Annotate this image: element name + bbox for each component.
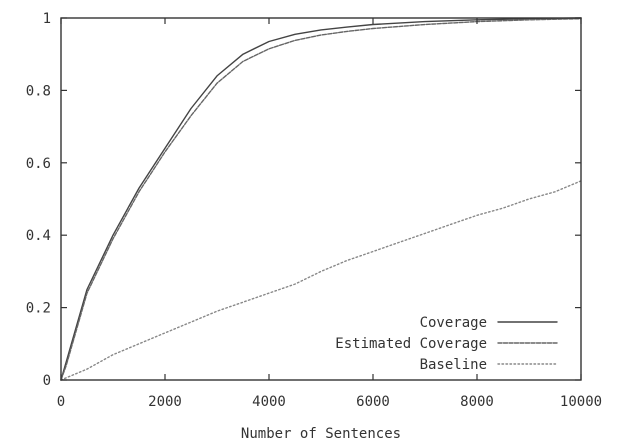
- plot-lines: [60, 17, 582, 381]
- legend-label: Estimated Coverage: [335, 336, 487, 352]
- x-axis-label: Number of Sentences: [241, 426, 401, 441]
- series-line-coverage: [60, 17, 582, 381]
- y-tick-label: 0: [43, 373, 51, 389]
- x-tick-label: 0: [57, 394, 65, 410]
- legend-label: Baseline: [420, 357, 487, 373]
- y-tick-label: 0.4: [26, 228, 51, 244]
- legend: Coverage Estimated Coverage Baseline: [335, 315, 558, 373]
- y-tick-label: 1: [43, 11, 51, 27]
- series-line-estimated-coverage: [60, 18, 582, 381]
- axis-ticks: [60, 17, 582, 381]
- x-tick-label: 2000: [148, 394, 182, 410]
- plot-frame: [60, 17, 582, 381]
- x-tick-label: 10000: [560, 394, 602, 410]
- legend-label: Coverage: [420, 315, 487, 331]
- series-line-baseline: [60, 180, 582, 381]
- x-tick-label: 4000: [252, 394, 286, 410]
- x-tick-label: 6000: [356, 394, 390, 410]
- y-tick-label: 0.6: [26, 156, 51, 172]
- y-tick-label: 0.8: [26, 83, 51, 99]
- tick-labels: 0 2000 4000 6000 8000 10000 0 0.2 0.4 0.6 0.8 1: [26, 11, 602, 410]
- x-tick-label: 8000: [460, 394, 494, 410]
- y-tick-label: 0.2: [26, 301, 51, 317]
